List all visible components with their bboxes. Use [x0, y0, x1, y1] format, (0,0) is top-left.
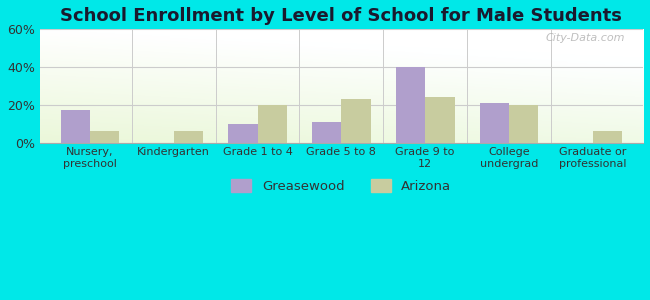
Bar: [341, 99, 370, 142]
Bar: [396, 67, 425, 142]
Bar: [593, 131, 622, 142]
Bar: [312, 122, 341, 142]
Bar: [60, 110, 90, 142]
Bar: [228, 124, 257, 142]
Bar: [90, 131, 120, 142]
Text: City-Data.com: City-Data.com: [545, 33, 625, 43]
Title: School Enrollment by Level of School for Male Students: School Enrollment by Level of School for…: [60, 7, 622, 25]
Legend: Greasewood, Arizona: Greasewood, Arizona: [226, 174, 456, 198]
Bar: [480, 103, 509, 142]
Bar: [257, 105, 287, 142]
Bar: [425, 97, 454, 142]
Bar: [174, 131, 203, 142]
Bar: [509, 105, 538, 142]
